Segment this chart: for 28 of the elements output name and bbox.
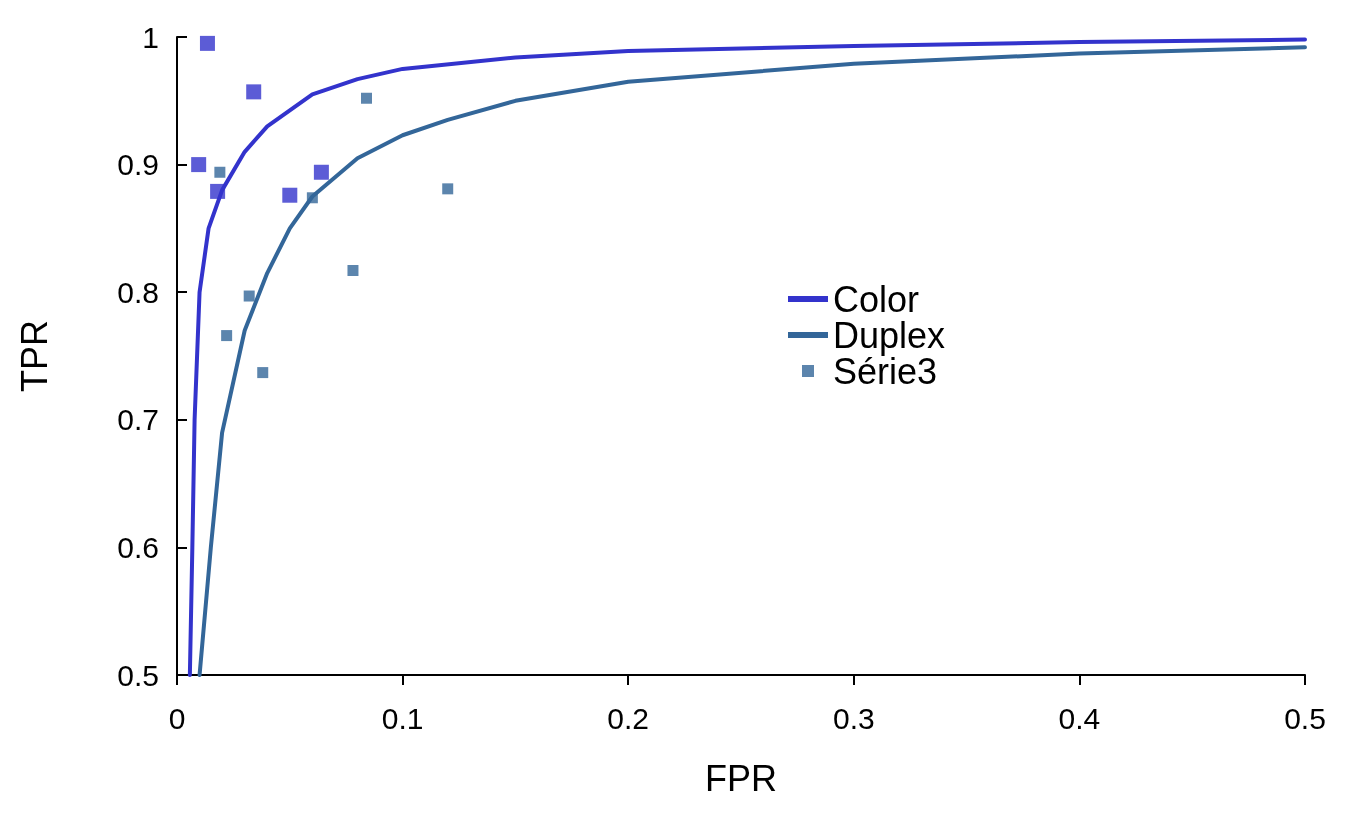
x-tick-label: 0: [168, 701, 186, 735]
y-tick-label: 1: [142, 20, 159, 54]
y-tick-label: 0.8: [117, 275, 159, 309]
point: [246, 84, 262, 100]
point: [257, 367, 269, 379]
point: [210, 183, 226, 199]
y-tick-label: 0.6: [117, 530, 159, 564]
x-tick-label: 0.4: [1058, 701, 1101, 735]
point: [442, 183, 454, 195]
x-tick-label: 0.1: [381, 701, 424, 735]
point: [313, 164, 329, 180]
point: [347, 265, 359, 277]
x-tick-label: 0.5: [1284, 701, 1326, 735]
point: [282, 187, 298, 203]
y-tick-label: 0.7: [117, 403, 159, 437]
point: [306, 192, 318, 204]
y-tick-label: 0.5: [117, 658, 159, 692]
y-axis-title: TPR: [13, 320, 55, 392]
point: [214, 166, 226, 178]
x-axis-title: FPR: [705, 757, 777, 799]
y-tick-label: 0.9: [117, 148, 159, 182]
point: [191, 157, 207, 173]
point: [199, 35, 215, 51]
point: [221, 330, 233, 342]
x-tick-label: 0.3: [832, 701, 875, 735]
point: [243, 290, 255, 302]
x-tick-label: 0.2: [607, 701, 650, 735]
point: [361, 92, 372, 104]
